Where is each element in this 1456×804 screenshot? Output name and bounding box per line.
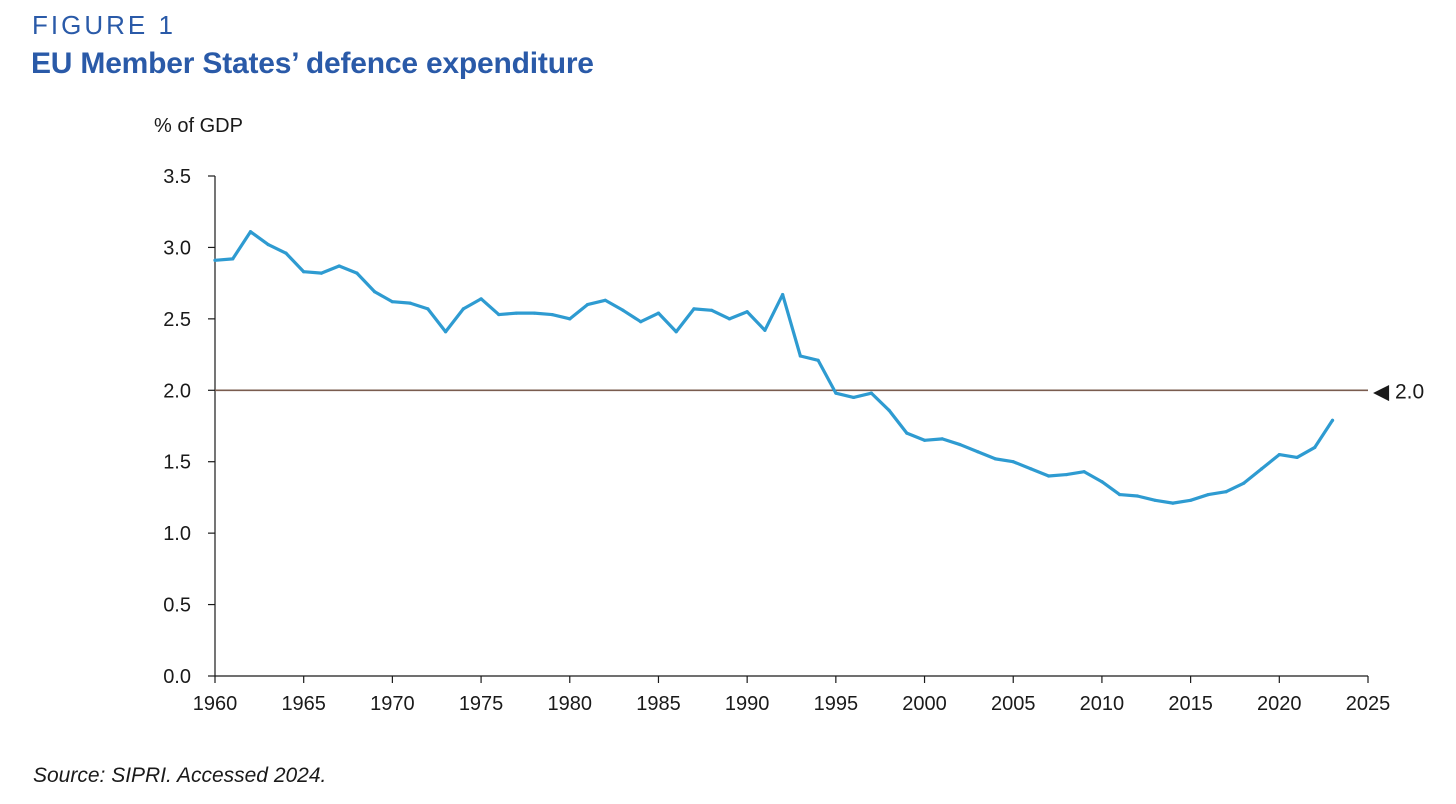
data-point <box>213 258 217 262</box>
y-tick-label: 0.0 <box>163 666 191 688</box>
x-tick-label: 1985 <box>636 693 681 715</box>
data-point <box>922 438 927 442</box>
data-point <box>248 230 253 234</box>
y-tick-label: 3.5 <box>163 166 191 188</box>
data-point <box>674 330 678 334</box>
data-point <box>958 442 962 447</box>
data-point <box>1242 481 1246 485</box>
data-point <box>337 264 341 268</box>
reference-line-label: ◀ 2.0 <box>1373 380 1424 403</box>
data-point <box>426 307 430 311</box>
data-point <box>656 311 661 315</box>
data-point <box>284 251 288 255</box>
x-tick-label: 1975 <box>459 693 504 715</box>
x-tick-label: 1960 <box>193 693 238 715</box>
x-tick-label: 1980 <box>548 693 593 715</box>
reference-line-group: ◀ 2.0 <box>215 380 1424 403</box>
data-point <box>1295 455 1299 460</box>
data-point <box>1064 472 1069 477</box>
data-point <box>692 307 696 311</box>
data-point <box>302 270 306 274</box>
data-point <box>976 450 980 454</box>
data-point <box>1082 470 1086 474</box>
x-tick-label: 1990 <box>725 693 770 715</box>
x-tick-label: 2025 <box>1346 693 1391 715</box>
data-point <box>1100 480 1104 484</box>
data-point <box>550 312 554 317</box>
data-point <box>887 408 891 412</box>
x-tick-label: 2000 <box>902 693 947 715</box>
chart-title: EU Member States’ defence expenditure <box>31 47 594 80</box>
data-point <box>390 300 394 304</box>
data-point <box>763 328 767 332</box>
data-point <box>727 317 732 321</box>
data-point <box>639 320 643 324</box>
y-tick-label: 1.0 <box>163 523 191 545</box>
data-point <box>461 307 465 311</box>
data-point <box>266 242 270 247</box>
data-point <box>1224 490 1228 494</box>
data-point <box>869 391 873 395</box>
x-tick-label: 2020 <box>1257 693 1302 715</box>
data-point <box>905 431 909 435</box>
x-tick-label: 1965 <box>281 693 326 715</box>
data-point <box>816 358 820 362</box>
data-point <box>1047 474 1051 478</box>
data-point <box>1206 492 1210 497</box>
data-point <box>1153 498 1157 502</box>
data-point <box>1259 467 1264 471</box>
y-tick-label: 2.5 <box>163 309 191 331</box>
data-point <box>940 437 944 441</box>
x-tick-label: 2015 <box>1168 693 1213 715</box>
data-point <box>798 354 802 358</box>
data-point <box>319 271 324 275</box>
data-point <box>1029 467 1033 471</box>
data-point <box>834 391 838 395</box>
data-point <box>781 292 785 297</box>
source-note: Source: SIPRI. Accessed 2024. <box>33 764 327 787</box>
data-point <box>1171 501 1175 505</box>
data-point <box>1189 498 1193 502</box>
data-point <box>373 290 377 294</box>
data-point <box>514 311 519 315</box>
data-point <box>568 317 572 321</box>
data-point <box>603 298 607 302</box>
x-tick-label: 1995 <box>814 693 859 715</box>
data-point <box>710 308 714 312</box>
data-point <box>745 310 749 314</box>
data-point <box>1135 494 1139 498</box>
data-point <box>851 395 856 400</box>
y-tick-label: 0.5 <box>163 595 191 617</box>
y-tick-label: 2.0 <box>163 380 191 402</box>
x-tick-label: 1970 <box>370 693 415 715</box>
data-point <box>497 312 501 317</box>
data-point <box>532 311 536 315</box>
data-point <box>231 257 235 261</box>
data-point <box>1277 452 1281 457</box>
data-point <box>355 271 359 275</box>
y-axis: 0.0 0.5 1.0 1.5 2.0 2.5 3.0 3.5 <box>163 166 216 688</box>
data-point <box>1330 418 1335 422</box>
data-point <box>1118 492 1122 497</box>
figure-label: FIGURE 1 <box>32 10 176 40</box>
series-line <box>213 230 1335 505</box>
data-point <box>621 308 625 312</box>
y-tick-label: 1.5 <box>163 452 191 474</box>
x-axis: 1960 1965 1970 1975 1980 1985 1990 1995 2000 2005… <box>193 675 1391 715</box>
data-point <box>1011 460 1015 464</box>
series-group <box>213 230 1335 505</box>
data-point <box>1313 445 1317 450</box>
x-tick-label: 2005 <box>991 693 1036 715</box>
data-point <box>585 302 590 307</box>
data-point <box>408 301 412 305</box>
data-point <box>444 330 448 334</box>
x-tick-label: 2010 <box>1080 693 1125 715</box>
y-axis-label: % of GDP <box>154 115 243 137</box>
data-point <box>479 297 483 301</box>
y-tick-label: 3.0 <box>163 237 191 259</box>
data-point <box>993 457 998 461</box>
